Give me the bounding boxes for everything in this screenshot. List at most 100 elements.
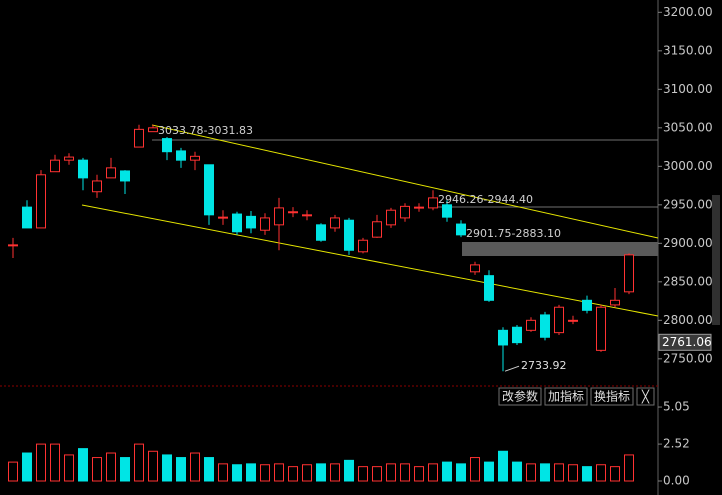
gap-band <box>462 242 658 256</box>
volume-bar <box>162 454 172 482</box>
low-label: 2733.92 <box>521 359 567 372</box>
scrollbar[interactable] <box>712 195 720 325</box>
volume-bar <box>288 466 298 482</box>
volume-bar <box>260 464 270 482</box>
candle-body <box>512 326 522 344</box>
y-tick-label: 3100.00 <box>663 82 713 96</box>
candle-body <box>232 213 242 233</box>
volume-bar <box>78 448 88 482</box>
candle-body <box>568 319 578 322</box>
volume-bar <box>484 461 494 482</box>
volume-bar <box>456 463 466 482</box>
volume-bar <box>218 463 228 482</box>
volume-bar <box>330 463 340 482</box>
annotation: 2901.75-2883.10 <box>466 227 561 240</box>
candle-body <box>92 180 102 193</box>
candle-body <box>596 306 606 351</box>
annotation: 3033.78-3031.83 <box>158 124 253 137</box>
volume-bar <box>232 464 242 482</box>
candle-body <box>64 156 74 161</box>
y-tick-label: 2.52 <box>663 437 690 451</box>
volume-bar <box>470 457 480 482</box>
volume-bar <box>8 461 18 482</box>
volume-bar <box>498 450 508 482</box>
volume-bar <box>176 457 186 482</box>
channel-line <box>151 124 659 239</box>
volume-bar <box>344 459 354 482</box>
channel-line <box>81 204 659 317</box>
toolbar-button-label[interactable]: 改参数 <box>502 389 538 404</box>
candle-body <box>414 206 424 209</box>
y-tick-label: 3000.00 <box>663 159 713 173</box>
volume-bar <box>50 443 60 482</box>
candle-body <box>470 264 480 273</box>
candle-body <box>36 174 46 229</box>
volume-bar <box>386 463 396 482</box>
volume-bar <box>428 463 438 482</box>
candle-body <box>526 319 536 331</box>
volume-bar <box>442 461 452 482</box>
candle-body <box>120 170 130 182</box>
volume-bar <box>22 452 32 482</box>
toolbar-button[interactable] <box>636 387 655 406</box>
volume-bar <box>582 466 592 482</box>
candle-body <box>78 159 88 179</box>
candle-body <box>302 214 312 217</box>
volume-bar <box>372 466 382 482</box>
candle-body <box>204 164 214 216</box>
volume-bar <box>302 464 312 482</box>
candle-body <box>344 219 354 251</box>
y-tick-label: 3200.00 <box>663 5 713 19</box>
candle-body <box>498 329 508 346</box>
y-tick-label: 2950.00 <box>663 197 713 211</box>
volume-bar <box>106 452 116 482</box>
candle-body <box>540 314 550 338</box>
candle-body <box>484 275 494 301</box>
candle-body <box>274 207 284 226</box>
volume-bar <box>610 466 620 482</box>
candle-body <box>218 216 228 219</box>
candle-body <box>330 217 340 229</box>
toolbar-button-label[interactable]: 换指标 <box>594 389 630 404</box>
candle-body <box>442 204 452 218</box>
annotation-arrow <box>504 365 520 372</box>
candle-body <box>358 239 368 253</box>
candle-body <box>162 138 172 153</box>
y-tick-label: 0.00 <box>663 474 690 488</box>
volume-bar <box>512 461 522 482</box>
volume-bar <box>64 454 74 482</box>
toolbar-button[interactable] <box>544 387 588 406</box>
candle-body <box>582 299 592 311</box>
volume-bar <box>596 464 606 482</box>
y-tick-label: 2900.00 <box>663 236 713 250</box>
candle-body <box>246 215 256 229</box>
toolbar-button[interactable] <box>590 387 634 406</box>
volume-bar <box>190 452 200 482</box>
toolbar-button-label[interactable]: 加指标 <box>548 389 584 404</box>
y-tick-label: 2750.00 <box>663 351 713 365</box>
candle-body <box>372 221 382 238</box>
candle-body <box>288 211 298 214</box>
candle-body <box>106 167 116 179</box>
candle-body <box>386 209 396 226</box>
volume-bar <box>526 463 536 482</box>
y-tick-label: 3150.00 <box>663 43 713 57</box>
volume-bar <box>274 463 284 482</box>
volume-bar <box>120 457 130 482</box>
candle-body <box>134 128 144 148</box>
candle-body <box>176 150 186 161</box>
toolbar-button-label[interactable]: ╳ <box>641 389 650 404</box>
volume-bar <box>204 457 214 482</box>
candle-body <box>456 223 466 236</box>
candle-body <box>190 155 200 161</box>
candle-body <box>610 299 620 306</box>
toolbar-button[interactable] <box>498 387 542 406</box>
volume-bar <box>316 463 326 482</box>
volume-bar <box>134 443 144 482</box>
volume-bar <box>540 463 550 482</box>
candle-body <box>624 254 634 293</box>
volume-bar <box>414 466 424 482</box>
volume-bar <box>148 450 158 482</box>
